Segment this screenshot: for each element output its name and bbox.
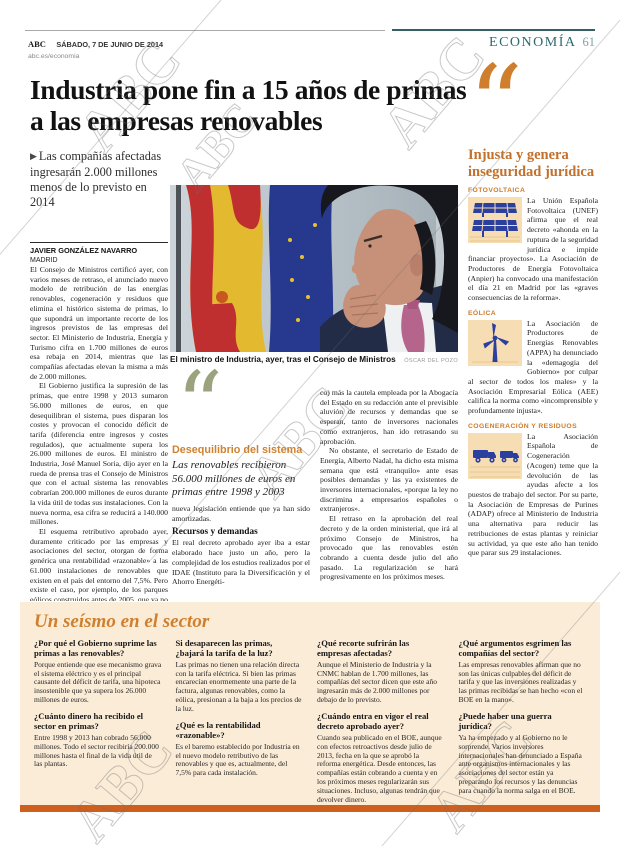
photo-credit: ÓSCAR DEL POZO: [404, 358, 458, 364]
sidebar: FOTOVOLTAICA: [468, 187, 598, 565]
page-number: 61: [582, 35, 596, 49]
sidebar-section-text: La Asociación de Productores de Energías…: [468, 319, 598, 416]
sidebar-section-text: La Asociación Española de Cogeneración (…: [468, 432, 598, 558]
header-rule: [25, 30, 385, 31]
byline: JAVIER GONZÁLEZ NAVARRO MADRID: [30, 242, 168, 264]
wind-turbine-icon: [468, 319, 522, 366]
qa-answer: Entre 1998 y 2013 han cobrado 56.000 mil…: [34, 732, 159, 769]
qa-column-2: Si desaparecen las primas, ¿bajará la ta…: [175, 638, 304, 805]
minister-photo-illustration: [170, 185, 458, 352]
sidebar-section-label: EÓLICA: [468, 309, 497, 317]
qa-column-3: ¿Qué recorte sufrirán las empresas afect…: [317, 638, 445, 805]
paragraph: El Gobierno justifica la supresión de la…: [30, 381, 168, 527]
minister-photo: [170, 185, 458, 352]
qa-question: ¿Qué es la rentabilidad «razonable»?: [175, 720, 261, 740]
qa-question: Si desaparecen las primas, ¿bajará la ta…: [175, 638, 273, 658]
qa-answer: Las primas no tienen una relación direct…: [175, 659, 302, 714]
bullet-arrow-icon: ▶: [30, 151, 37, 161]
paragraph: co) más la cautela empleada por la Aboga…: [320, 388, 458, 446]
section-rule: [392, 29, 595, 31]
sidebar-section-text: La Unión Española Fotovoltaica (UNEF) af…: [468, 196, 598, 303]
standfirst-text: Las compañías afectadas ingresarán 2.000…: [30, 149, 162, 209]
quote-mark-icon: “: [176, 352, 224, 459]
author-name: JAVIER GONZÁLEZ NAVARRO: [30, 246, 138, 255]
solar-panels-icon: [468, 197, 522, 243]
qa-box-title: Un seísmo en el sector: [34, 611, 210, 632]
site-url: abc.es/economia: [28, 53, 80, 60]
masthead: ABC SÁBADO, 7 DE JUNIO DE 2014 abc.es/ec…: [28, 34, 163, 60]
paragraph: El real decreto aprobado ayer iba a esta…: [172, 538, 310, 587]
sidebar-section-body: La Asociación de Productores de Energías…: [468, 318, 598, 416]
paragraph: El retraso en la aprobación del real dec…: [320, 514, 458, 582]
edition-date: SÁBADO, 7 DE JUNIO DE 2014: [56, 40, 164, 49]
qa-column-1: ¿Por qué el Gobierno suprime las primas …: [34, 638, 162, 805]
sidebar-section-eolica: EÓLICA: [468, 310, 598, 416]
qa-question: ¿Cuándo entra en vigor el real decreto a…: [317, 711, 429, 731]
qa-question: ¿Qué argumentos esgrimen las compañías d…: [458, 638, 572, 658]
sidebar-section-body: La Unión Española Fotovoltaica (UNEF) af…: [468, 196, 598, 303]
sidebar-section-fotovoltaica: FOTOVOLTAICA: [468, 187, 598, 303]
main-headline: Industria pone fin a 15 años de primas a…: [30, 74, 467, 136]
author-location: MADRID: [30, 257, 58, 264]
article-column-3: co) más la cautela empleada por la Aboga…: [320, 388, 458, 600]
brand-logo: ABC: [28, 39, 46, 49]
qa-question: ¿Puede haber una guerra jurídica?: [458, 711, 552, 731]
qa-answer: Ya ha empezado y al Gobierno no le sorpr…: [458, 732, 582, 796]
paragraph: El Consejo de Ministros certificó ayer, …: [30, 265, 168, 381]
sidebar-section-body: La Asociación Española de Cogeneración (…: [468, 431, 598, 558]
photo-caption-row: El ministro de Industria, ayer, tras el …: [170, 355, 458, 364]
photo-caption: El ministro de Industria, ayer, tras el …: [170, 355, 396, 364]
sidebar-section-label: COGENERACIÓN Y RESIDUOS: [468, 422, 578, 430]
sidebar-section-cogeneracion: COGENERACIÓN Y RESIDUOS: [468, 423, 598, 558]
qa-question: ¿Cuánto dinero ha recibido el sector en …: [34, 711, 144, 731]
sidebar-section-label: FOTOVOLTAICA: [468, 187, 526, 194]
trucks-icon: [468, 432, 522, 479]
section-name: ECONOMÍA: [489, 35, 577, 50]
article-subhead: Recursos y demandas: [172, 527, 258, 538]
paragraph: No obstante, el secretario de Estado de …: [320, 446, 458, 514]
sidebar-quote-title: Injusta y genera inseguridad jurídica: [468, 147, 595, 180]
qa-box: Un seísmo en el sector ¿Por qué el Gobie…: [20, 602, 600, 812]
qa-answer: Las empresas renovables afirman que no s…: [458, 659, 583, 705]
qa-answer: Es el baremo establecido por Industria e…: [175, 741, 300, 778]
pullquote-text: Las renovables recibieron 56.000 millone…: [172, 459, 296, 498]
paragraph: nueva legislación entiende que ya han si…: [172, 504, 310, 523]
article-column-2: nueva legislación entiende que ya han si…: [172, 504, 310, 600]
pullquote-title: Desequilibrio del sistema: [172, 444, 303, 456]
qa-question: ¿Por qué el Gobierno suprime las primas …: [34, 638, 157, 658]
qa-answer: Cuando sea publicado en el BOE, aunque c…: [317, 732, 442, 805]
qa-column-4: ¿Qué argumentos esgrimen las compañías d…: [458, 638, 587, 805]
paragraph: El esquema retributivo aprobado ayer, du…: [30, 526, 168, 601]
qa-answer: Aunque el Ministerio de Industria y la C…: [317, 659, 437, 705]
qa-question: ¿Qué recorte sufrirán las empresas afect…: [317, 638, 410, 658]
quote-mark-icon: “: [468, 43, 524, 168]
section-header: ECONOMÍA 61: [489, 33, 595, 51]
standfirst: ▶ Las compañías afectadas ingresarán 2.00…: [30, 149, 170, 210]
article-column-1: El Consejo de Ministros certificó ayer, …: [30, 265, 168, 601]
qa-answer: Porque entiende que ese mecanismo grava …: [34, 659, 162, 705]
